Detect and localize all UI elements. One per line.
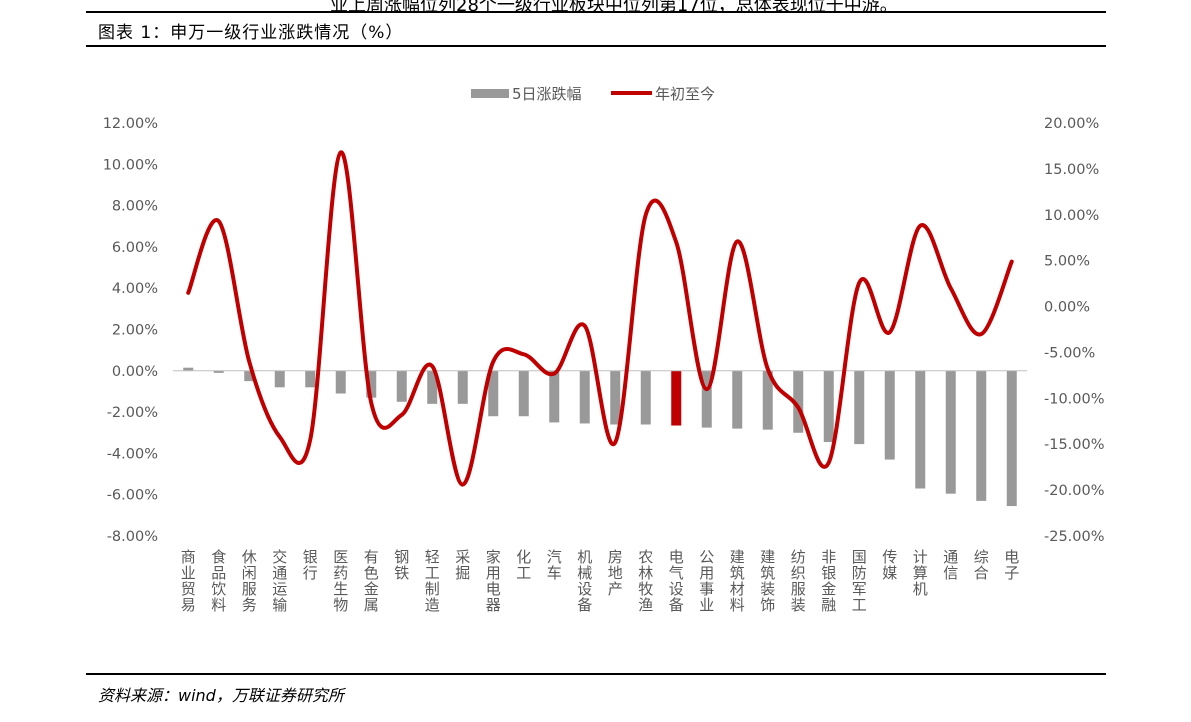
x-tick-label: 机械设备 [577,548,592,614]
x-tick-label: 家用电器 [486,548,501,614]
x-tick-label: 建筑材料 [730,548,745,614]
x-tick-label: 公用事业 [699,548,714,614]
bar-建筑材料 [732,370,743,429]
y-right-tick-label: -15.00% [1044,437,1105,453]
x-tick-label: 采掘 [455,548,470,582]
y-right-tick-label: 0.00% [1044,300,1090,316]
x-tick-label: 化工 [516,548,531,582]
x-tick-label: 钢铁 [394,548,409,582]
bar-series [183,367,1017,507]
x-tick-label: 房地产 [608,548,623,598]
bar-采掘 [457,370,468,404]
x-tick-label: 电气设备 [669,548,684,614]
y-left-tick-label: 12.00% [103,116,158,132]
bar-电子 [1006,370,1017,507]
x-tick-label: 汽车 [547,548,562,582]
bar-商业贸易 [183,367,194,371]
x-tick-label: 农林牧渔 [638,548,653,614]
x-tick-label: 纺织服装 [791,548,806,614]
y-left-tick-label: -2.00% [107,405,158,421]
x-tick-label: 电子 [1004,548,1019,582]
bar-机械设备 [579,370,590,424]
x-tick-label: 国防军工 [852,548,867,614]
x-tick-label: 有色金属 [364,548,379,614]
bar-农林牧渔 [640,370,651,425]
bar-银行 [305,370,316,388]
bar-食品饮料 [213,370,224,373]
bar-汽车 [549,370,560,423]
legend-swatch-bar [471,89,509,98]
bar-医药生物 [335,370,346,394]
y-left-tick-label: -8.00% [107,529,158,545]
x-tick-label: 通信 [943,548,958,582]
x-tick-label: 银行 [303,548,318,582]
y-right-tick-label: -5.00% [1044,345,1095,361]
legend-label-line: 年初至今 [655,85,715,103]
figure-title: 图表 1：申万一级行业涨跌情况（%） [98,23,404,43]
bottom-rule [86,673,1106,675]
bar-纺织服装 [793,370,804,433]
y-axis-right: 20.00% 15.00% 10.00% 5.00% 0.00% -5.00% -10.00… [1044,116,1105,545]
bar-房地产 [610,370,621,425]
bar-家用电器 [488,370,499,417]
bar-传媒 [884,370,895,460]
y-right-tick-label: -20.00% [1044,483,1105,499]
source-note: 资料来源：wind，万联证券研究所 [98,686,344,705]
y-right-tick-label: -25.00% [1044,529,1105,545]
y-right-tick-label: 20.00% [1044,116,1099,132]
y-axis-left: 12.00% 10.00% 8.00% 6.00% 4.00% 2.00% 0.00% -2.… [103,116,158,545]
title-rule [86,45,1106,47]
y-left-tick-label: 8.00% [112,199,158,215]
x-tick-label: 传媒 [882,548,897,582]
bar-非银金融 [823,370,834,443]
x-tick-label: 非银金融 [821,548,836,614]
bar-钢铁 [396,370,407,402]
x-tick-label: 医药生物 [333,548,348,614]
top-rule [86,11,1106,13]
x-tick-label: 轻工制造 [425,548,440,614]
bar-通信 [945,370,956,494]
y-right-tick-label: -10.00% [1044,391,1105,407]
y-left-tick-label: 6.00% [112,240,158,256]
bar-交通运输 [274,370,285,388]
y-right-tick-label: 10.00% [1044,208,1099,224]
bar-休闲服务 [244,370,255,382]
y-left-tick-label: -4.00% [107,446,158,462]
line-series [186,150,1014,487]
bar-电气设备 [671,370,682,426]
x-tick-label: 综合 [974,548,989,582]
x-tick-label: 交通运输 [272,548,287,614]
y-left-tick-label: -6.00% [107,488,158,504]
bar-建筑装饰 [762,370,773,430]
y-left-tick-label: 2.00% [112,323,158,339]
bar-轻工制造 [427,370,438,404]
y-left-tick-label: 4.00% [112,281,158,297]
bar-综合 [976,370,987,501]
chart-legend: 5日涨跌幅 年初至今 [471,85,715,103]
x-tick-label: 休闲服务 [242,548,257,614]
x-tick-label: 建筑装饰 [760,548,775,614]
bar-公用事业 [701,370,712,428]
x-tick-label: 食品饮料 [211,548,226,614]
bar-计算机 [915,370,926,489]
y-left-tick-label: 0.00% [112,364,158,380]
bar-有色金属 [366,370,377,398]
y-right-tick-label: 15.00% [1044,162,1099,178]
y-left-tick-label: 10.00% [103,157,158,173]
bar-国防军工 [854,370,865,445]
x-tick-label: 商业贸易 [181,548,196,614]
x-tick-label: 计算机 [913,548,928,598]
legend-label-bar: 5日涨跌幅 [512,85,582,103]
bar-化工 [518,370,529,417]
y-right-tick-label: 5.00% [1044,254,1090,270]
